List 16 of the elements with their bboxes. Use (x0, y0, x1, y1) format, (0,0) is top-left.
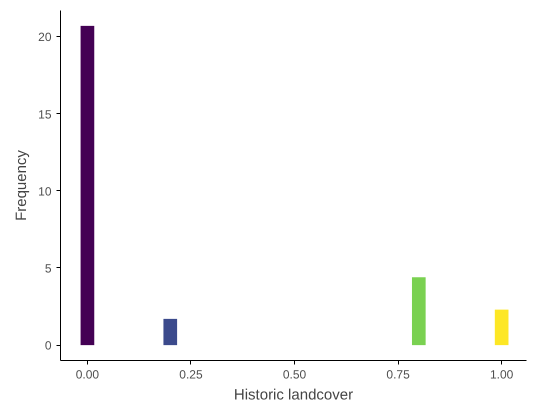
y-tick-label: 15 (38, 107, 52, 122)
x-tick-label: 0.25 (179, 368, 203, 382)
bar (163, 318, 178, 346)
y-tick-label: 20 (38, 30, 52, 44)
y-tick-label: 0 (44, 338, 52, 353)
x-axis-title: Historic landcover (234, 386, 354, 404)
bar (412, 277, 426, 346)
y-tick-label: 10 (38, 184, 52, 198)
bar (80, 26, 94, 346)
x-tick-label: 1.00 (490, 368, 514, 382)
y-axis-title: Frequency (13, 150, 30, 221)
bar (494, 310, 508, 346)
x-tick-label: 0.00 (76, 368, 100, 382)
y-tick-label: 5 (44, 261, 52, 276)
x-tick-label: 0.50 (282, 368, 307, 382)
x-tick-label: 0.75 (386, 368, 410, 382)
